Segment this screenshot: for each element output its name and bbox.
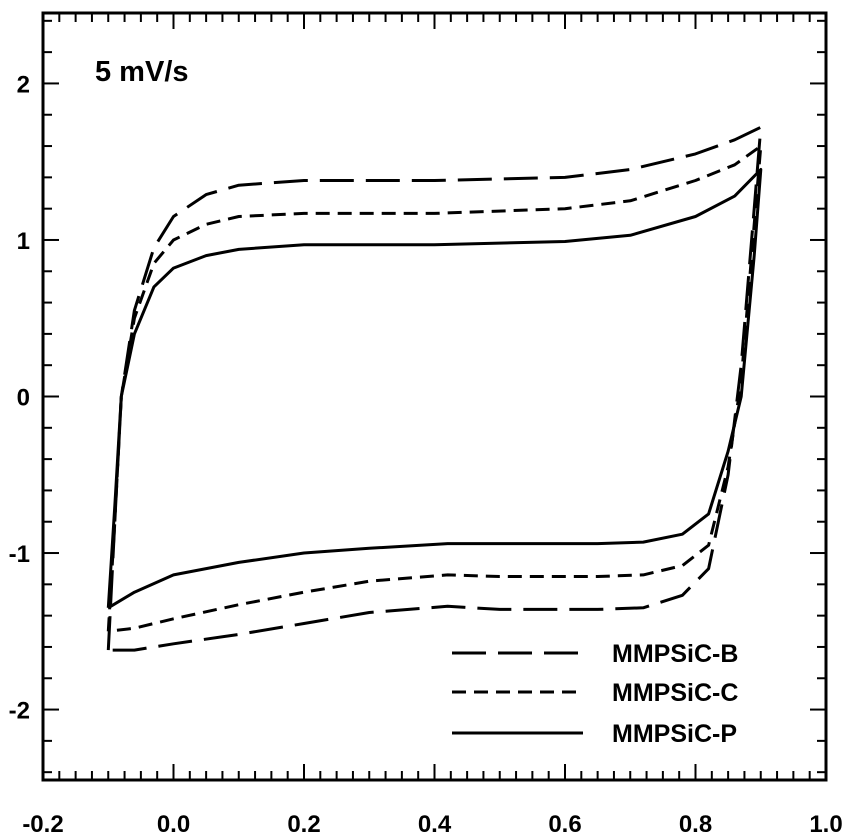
x-tick-label: 0.6 xyxy=(548,811,581,838)
x-tick-label: 0.2 xyxy=(287,811,320,838)
y-tick-label: 1 xyxy=(17,228,30,255)
y-tick-label: 0 xyxy=(17,385,30,412)
legend-label: MMPSiC-C xyxy=(612,679,738,707)
legend-label: MMPSiC-P xyxy=(612,720,737,748)
cv-curve-mmpsic-b xyxy=(106,125,763,652)
x-tick-label: -0.2 xyxy=(22,811,63,838)
legend: MMPSiC-B MMPSiC-C MMPSiC-P xyxy=(452,640,738,748)
x-tick-label: 0.0 xyxy=(157,811,190,838)
y-tick-label: -2 xyxy=(9,698,30,725)
y-tick-label: 2 xyxy=(17,71,30,98)
axis-ticks xyxy=(42,13,827,780)
cv-curve-mmpsic-c xyxy=(106,144,763,633)
cv-curve-mmpsic-p xyxy=(106,168,763,610)
cv-curves xyxy=(106,125,763,652)
axis-tick-labels: -0.2 0.0 0.2 0.4 0.6 0.8 1.0 -2 -1 0 1 2 xyxy=(9,71,843,838)
x-tick-label: 1.0 xyxy=(809,811,842,838)
legend-label: MMPSiC-B xyxy=(612,640,738,668)
scan-rate-annotation: 5 mV/s xyxy=(95,56,189,88)
y-tick-label: -1 xyxy=(9,541,30,568)
x-tick-label: 0.8 xyxy=(679,811,712,838)
x-tick-label: 0.4 xyxy=(418,811,452,838)
